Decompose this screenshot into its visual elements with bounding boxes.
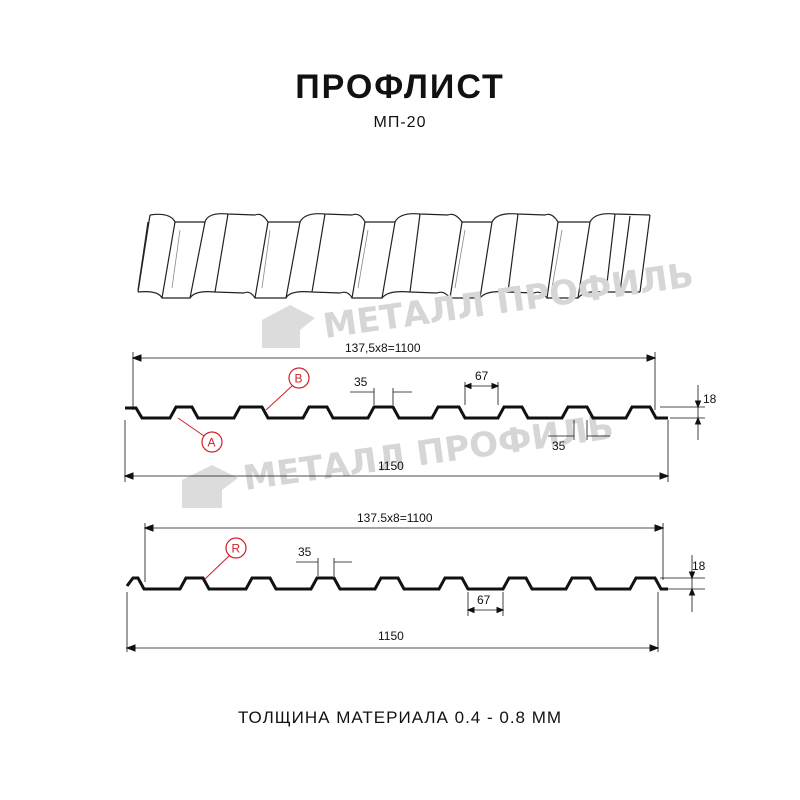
page-title: ПРОФЛИСТ — [295, 68, 505, 106]
marker-a: A — [177, 417, 223, 453]
profile-1-drawing — [123, 352, 705, 482]
page-subtitle: МП-20 — [373, 114, 427, 131]
profile-1-width-label: 1150 — [378, 459, 404, 473]
profile-2-rib-label: 67 — [477, 593, 491, 607]
sheet-3d-illustration — [137, 213, 651, 299]
profile-1-rib-label: 67 — [475, 369, 489, 383]
profile-1-crest-label: 35 — [354, 375, 368, 389]
profile-2-drawing — [125, 523, 705, 652]
profile-2-crest-label: 35 — [298, 545, 312, 559]
svg-text:R: R — [232, 542, 241, 556]
profile-2-width-label: 1150 — [378, 629, 404, 643]
material-thickness-note: ТОЛЩИНА МАТЕРИАЛА 0.4 - 0.8 ММ — [237, 708, 563, 727]
svg-text:МЕТАЛЛ ПРОФИЛЬ: МЕТАЛЛ ПРОФИЛЬ — [321, 255, 696, 347]
svg-text:B: B — [295, 372, 303, 386]
profile-1-height-label: 18 — [703, 392, 717, 406]
marker-r: R — [204, 537, 247, 580]
profile-2-pitch-label: 137.5x8=1100 — [357, 511, 433, 525]
profile-1-valley-label: 35 — [552, 439, 566, 453]
watermark-2: МЕТАЛЛ ПРОФИЛЬ — [182, 407, 616, 508]
svg-text:МЕТАЛЛ ПРОФИЛЬ: МЕТАЛЛ ПРОФИЛЬ — [241, 407, 616, 499]
watermark-1: МЕТАЛЛ ПРОФИЛЬ — [262, 255, 696, 348]
marker-b: B — [265, 367, 310, 411]
profile-2-height-label: 18 — [692, 559, 706, 573]
svg-text:A: A — [208, 436, 216, 450]
profile-1-pitch-label: 137,5x8=1100 — [345, 341, 421, 355]
